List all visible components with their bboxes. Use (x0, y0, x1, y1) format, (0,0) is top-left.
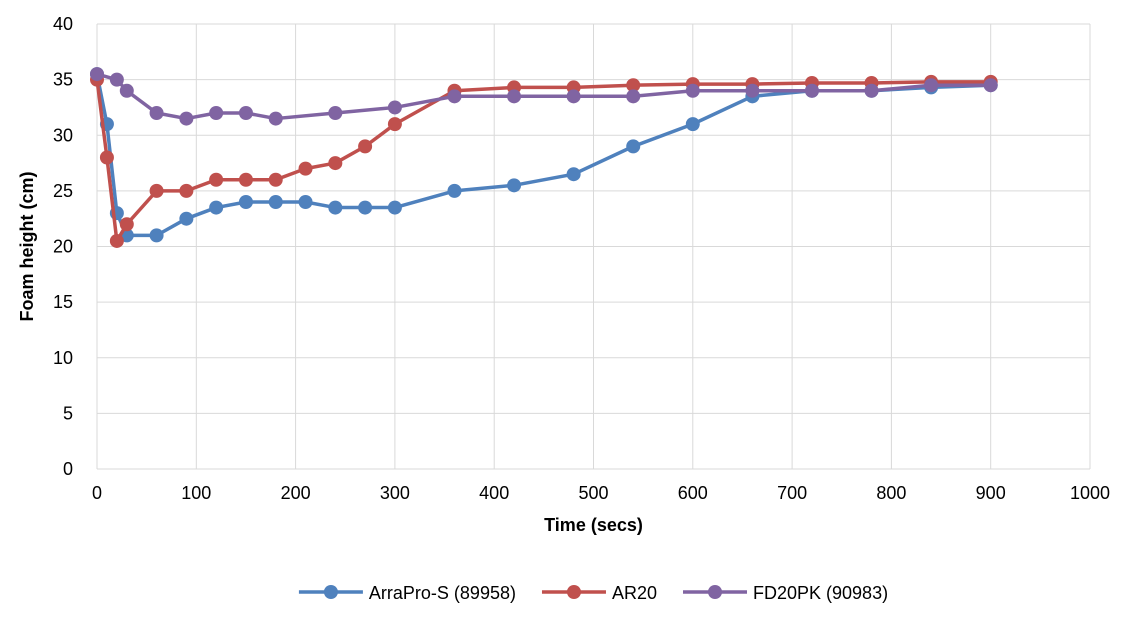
data-point (109, 72, 124, 87)
data-point (387, 200, 402, 215)
data-point (268, 111, 283, 126)
data-point (209, 106, 224, 120)
legend-swatch-marker (708, 585, 723, 599)
legend-label: ArraPro-S (89958) (369, 583, 516, 603)
y-tick-label: 40 (53, 14, 73, 34)
x-tick-label: 800 (876, 483, 906, 503)
data-point (983, 78, 998, 93)
data-point (238, 106, 253, 120)
series-3 (90, 67, 998, 126)
data-point (328, 200, 343, 215)
x-tick-label: 400 (479, 483, 509, 503)
data-point (179, 111, 194, 126)
data-point (804, 83, 819, 98)
data-point (685, 117, 700, 132)
x-tick-label: 700 (777, 483, 807, 503)
legend-item: AR20 (541, 583, 657, 603)
data-point (507, 178, 522, 193)
data-point (298, 161, 313, 176)
data-point (119, 217, 134, 232)
data-point (99, 150, 114, 165)
y-axis-title: Foam height (cm) (17, 171, 37, 321)
y-tick-label: 20 (53, 237, 73, 257)
y-tick-label: 10 (53, 348, 73, 368)
data-point (328, 106, 343, 120)
data-point (447, 183, 462, 198)
y-axis-tick-labels: 0 5 10 15 20 25 30 35 40 (53, 14, 73, 479)
x-tick-label: 100 (181, 483, 211, 503)
x-tick-label: 600 (678, 483, 708, 503)
data-point (685, 83, 700, 98)
legend-label: FD20PK (90983) (753, 583, 888, 603)
data-point (745, 83, 760, 98)
legend-swatch-marker (323, 585, 338, 599)
data-point (149, 183, 164, 198)
data-point (507, 89, 522, 104)
x-tick-label: 300 (380, 483, 410, 503)
legend-item: ArraPro-S (89958) (298, 583, 516, 603)
legend-label: AR20 (612, 583, 657, 603)
data-point (387, 100, 402, 115)
x-axis-title: Time (secs) (544, 515, 643, 535)
data-point (387, 117, 402, 132)
data-point (238, 195, 253, 209)
x-tick-label: 900 (976, 483, 1006, 503)
data-point (179, 211, 194, 226)
data-point (566, 89, 581, 104)
series-layer (90, 67, 998, 248)
data-point (268, 195, 283, 209)
data-point (119, 83, 134, 98)
y-tick-label: 0 (63, 459, 73, 479)
data-point (328, 156, 343, 171)
x-tick-label: 1000 (1070, 483, 1110, 503)
data-point (626, 89, 641, 104)
data-point (924, 78, 939, 93)
data-point (90, 67, 104, 82)
data-point (358, 139, 373, 154)
data-point (566, 167, 581, 182)
x-tick-label: 200 (281, 483, 311, 503)
data-point (268, 172, 283, 187)
legend-item: FD20PK (90983) (683, 583, 888, 603)
data-point (626, 139, 641, 154)
data-point (209, 172, 224, 187)
y-tick-label: 15 (53, 292, 73, 312)
data-point (109, 233, 124, 248)
y-tick-label: 25 (53, 181, 73, 201)
data-point (209, 200, 224, 215)
data-point (179, 183, 194, 198)
data-point (447, 89, 462, 104)
data-point (149, 228, 164, 243)
y-tick-label: 5 (63, 403, 73, 423)
x-axis-tick-labels: 0 100 200 300 400 500 600 700 800 900 1000 (92, 483, 1110, 503)
legend: ArraPro-S (89958) AR20 FD20PK (90983) (298, 583, 888, 603)
data-point (626, 78, 641, 93)
data-point (358, 200, 373, 215)
x-tick-label: 0 (92, 483, 102, 503)
x-tick-label: 500 (578, 483, 608, 503)
legend-swatch-marker (566, 585, 581, 599)
y-tick-label: 35 (53, 70, 73, 90)
gridlines (96, 23, 1091, 470)
data-point (298, 195, 313, 209)
y-tick-label: 30 (53, 125, 73, 145)
data-point (864, 83, 879, 98)
data-point (238, 172, 253, 187)
data-point (149, 106, 164, 120)
